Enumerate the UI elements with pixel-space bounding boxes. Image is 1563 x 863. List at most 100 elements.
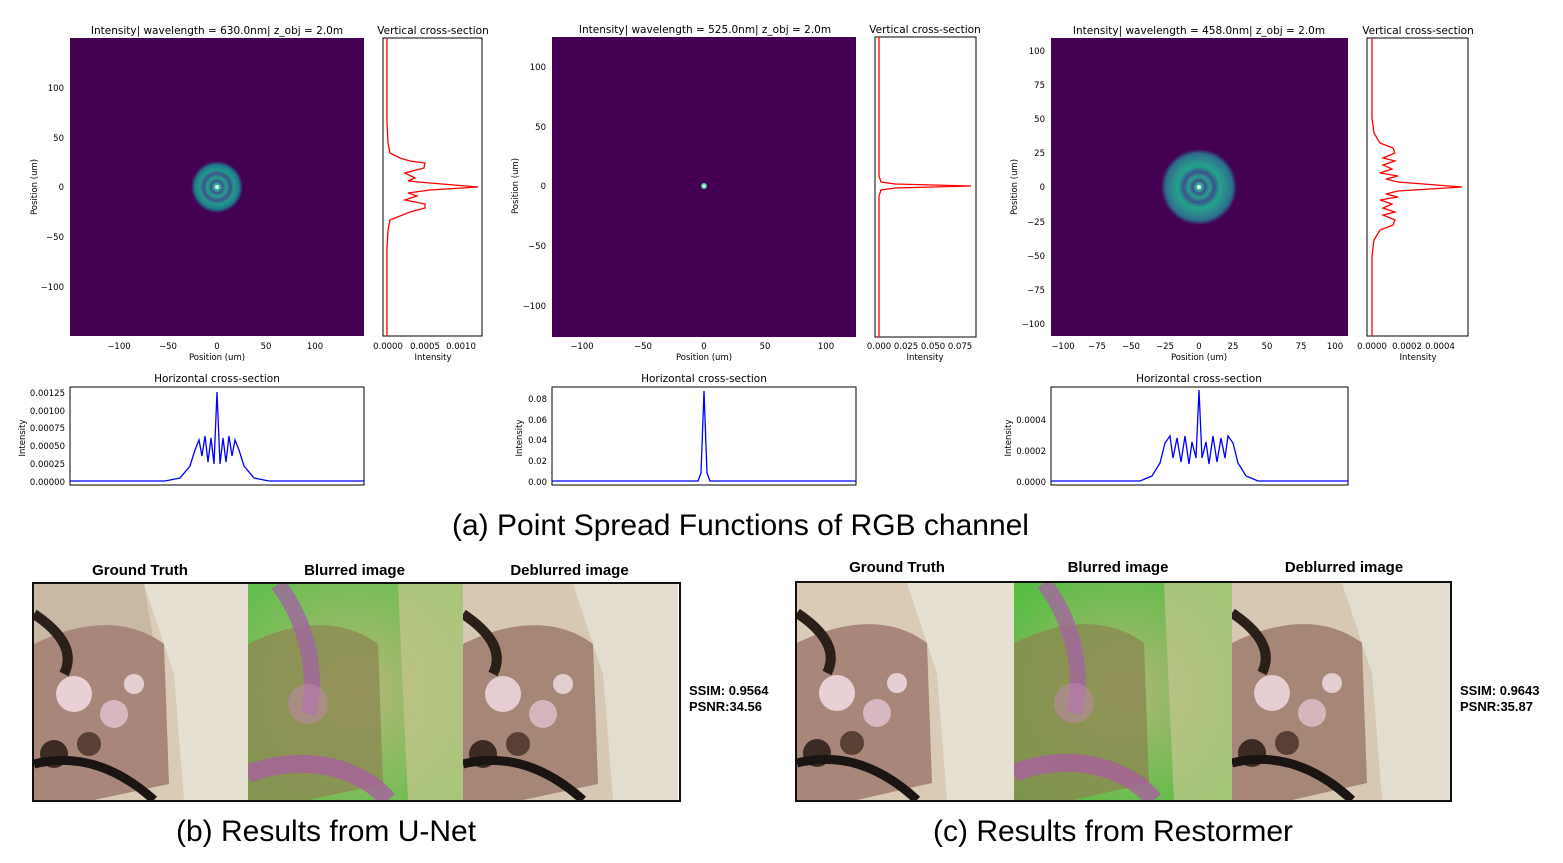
horizontal-profile-line: [70, 391, 364, 482]
svg-text:−100: −100: [1022, 320, 1045, 330]
svg-text:25: 25: [1034, 149, 1045, 159]
blurred-image: [1014, 583, 1232, 800]
svg-text:Intensity: Intensity: [415, 353, 452, 363]
svg-text:0: 0: [541, 182, 546, 192]
svg-text:−50: −50: [528, 242, 546, 252]
svg-text:0.06: 0.06: [528, 416, 547, 426]
deblurred-image: [1232, 583, 1450, 800]
svg-text:Intensity| wavelength = 458.0n: Intensity| wavelength = 458.0nm| z_obj =…: [1073, 25, 1325, 37]
blurred-image: [248, 584, 463, 800]
svg-text:0: 0: [1040, 183, 1045, 193]
y-tick: 100: [48, 84, 64, 94]
deblurred-image: [463, 584, 678, 800]
horizontal-title: Horizontal cross-section: [154, 373, 280, 385]
svg-text:75: 75: [1296, 342, 1307, 352]
label-deblurred-image: Deblurred image: [510, 562, 629, 579]
psnr-value: PSNR:35.87: [1460, 699, 1533, 714]
svg-text:0.000: 0.000: [867, 342, 891, 352]
svg-text:0.0000: 0.0000: [1016, 478, 1046, 488]
svg-text:0.00075: 0.00075: [30, 424, 65, 434]
svg-text:Intensity| wavelength = 525.0n: Intensity| wavelength = 525.0nm| z_obj =…: [579, 24, 831, 36]
svg-text:100: 100: [818, 342, 834, 352]
label-ground-truth: Ground Truth: [92, 562, 188, 579]
svg-text:Position (um): Position (um): [511, 158, 521, 214]
svg-text:50: 50: [1034, 115, 1045, 125]
svg-text:0: 0: [1196, 342, 1201, 352]
svg-text:25: 25: [1228, 342, 1239, 352]
svg-text:Intensity: Intensity: [1400, 353, 1437, 363]
x-axis-label: Position (um): [189, 353, 245, 363]
svg-text:Position (um): Position (um): [676, 353, 732, 363]
label-deblurred-image: Deblurred image: [1284, 559, 1404, 576]
label-blurred-image: Blurred image: [1067, 559, 1169, 576]
svg-text:0: 0: [701, 342, 706, 352]
x-tick: 100: [307, 342, 323, 352]
caption-b: (b) Results from U-Net: [176, 815, 477, 848]
svg-text:−25: −25: [1156, 342, 1174, 352]
vertical-profile-line: [386, 38, 479, 336]
svg-text:Position (um): Position (um): [1171, 353, 1227, 363]
svg-text:0.025: 0.025: [894, 342, 918, 352]
caption-a: (a) Point Spread Functions of RGB channe…: [452, 509, 1029, 542]
svg-text:0.00100: 0.00100: [30, 407, 65, 417]
svg-text:0.075: 0.075: [948, 342, 972, 352]
svg-text:0.00125: 0.00125: [30, 389, 65, 399]
restormer-result-images: [795, 581, 1452, 802]
svg-text:0.00050: 0.00050: [30, 442, 65, 452]
ground-truth-image: [34, 584, 248, 800]
x-tick: 50: [261, 342, 272, 352]
svg-text:−50: −50: [1122, 342, 1140, 352]
svg-text:0.0010: 0.0010: [446, 342, 476, 352]
svg-text:0.0000: 0.0000: [373, 342, 403, 352]
svg-text:0.0005: 0.0005: [410, 342, 440, 352]
svg-text:0.08: 0.08: [528, 395, 547, 405]
svg-text:−25: −25: [1027, 218, 1045, 228]
svg-text:0.00: 0.00: [528, 478, 547, 488]
vertical-cross-section-plot: [382, 37, 483, 337]
horizontal-profile-line: [1051, 389, 1348, 482]
unet-result-images: [32, 582, 681, 802]
restormer-metrics: SSIM: 0.9643 PSNR:35.87: [1460, 683, 1540, 715]
svg-text:0.0000: 0.0000: [1357, 342, 1387, 352]
horizontal-cross-section-plot: [551, 386, 857, 486]
svg-text:−50: −50: [1027, 252, 1045, 262]
svg-text:Vertical cross-section: Vertical cross-section: [869, 24, 980, 36]
svg-text:Horizontal cross-section: Horizontal cross-section: [641, 373, 767, 385]
svg-text:−100: −100: [523, 302, 546, 312]
svg-text:−100: −100: [570, 342, 593, 352]
psf-panel-458nm: Intensity| wavelength = 458.0nm| z_obj =…: [1004, 25, 1474, 488]
svg-text:100: 100: [530, 63, 546, 73]
y-tick: −50: [46, 233, 64, 243]
svg-text:100: 100: [1327, 342, 1343, 352]
ssim-value: SSIM: 0.9564: [689, 683, 769, 698]
x-tick: −50: [159, 342, 177, 352]
horizontal-profile-line: [552, 390, 856, 482]
vertical-profile-line: [1371, 38, 1463, 336]
svg-text:−75: −75: [1088, 342, 1106, 352]
vertical-cross-section-plot: [1366, 37, 1469, 337]
svg-text:0.0004: 0.0004: [1425, 342, 1455, 352]
svg-text:Vertical cross-section: Vertical cross-section: [1362, 25, 1473, 37]
svg-text:−100: −100: [1051, 342, 1074, 352]
x-tick: −100: [107, 342, 130, 352]
svg-text:0.00025: 0.00025: [30, 460, 65, 470]
psf-panel-525nm: Intensity| wavelength = 525.0nm| z_obj =…: [511, 24, 981, 488]
svg-text:Intensity: Intensity: [18, 420, 28, 457]
y-tick: 0: [59, 183, 64, 193]
ssim-value: SSIM: 0.9643: [1460, 683, 1540, 698]
svg-text:0.0004: 0.0004: [1016, 416, 1046, 426]
svg-text:0.02: 0.02: [528, 457, 547, 467]
svg-text:−50: −50: [634, 342, 652, 352]
svg-text:100: 100: [1029, 47, 1045, 57]
svg-text:50: 50: [1262, 342, 1273, 352]
svg-text:50: 50: [760, 342, 771, 352]
svg-text:Position (um): Position (um): [1010, 159, 1020, 215]
y-axis-label: Position (um): [30, 159, 40, 215]
svg-text:Horizontal cross-section: Horizontal cross-section: [1136, 373, 1262, 385]
x-tick: 0: [214, 342, 219, 352]
svg-text:0.0002: 0.0002: [1392, 342, 1422, 352]
unet-metrics: SSIM: 0.9564 PSNR:34.56: [689, 683, 769, 715]
label-blurred-image: Blurred image: [304, 562, 405, 579]
svg-text:0.050: 0.050: [921, 342, 945, 352]
svg-text:0.00000: 0.00000: [30, 478, 65, 488]
